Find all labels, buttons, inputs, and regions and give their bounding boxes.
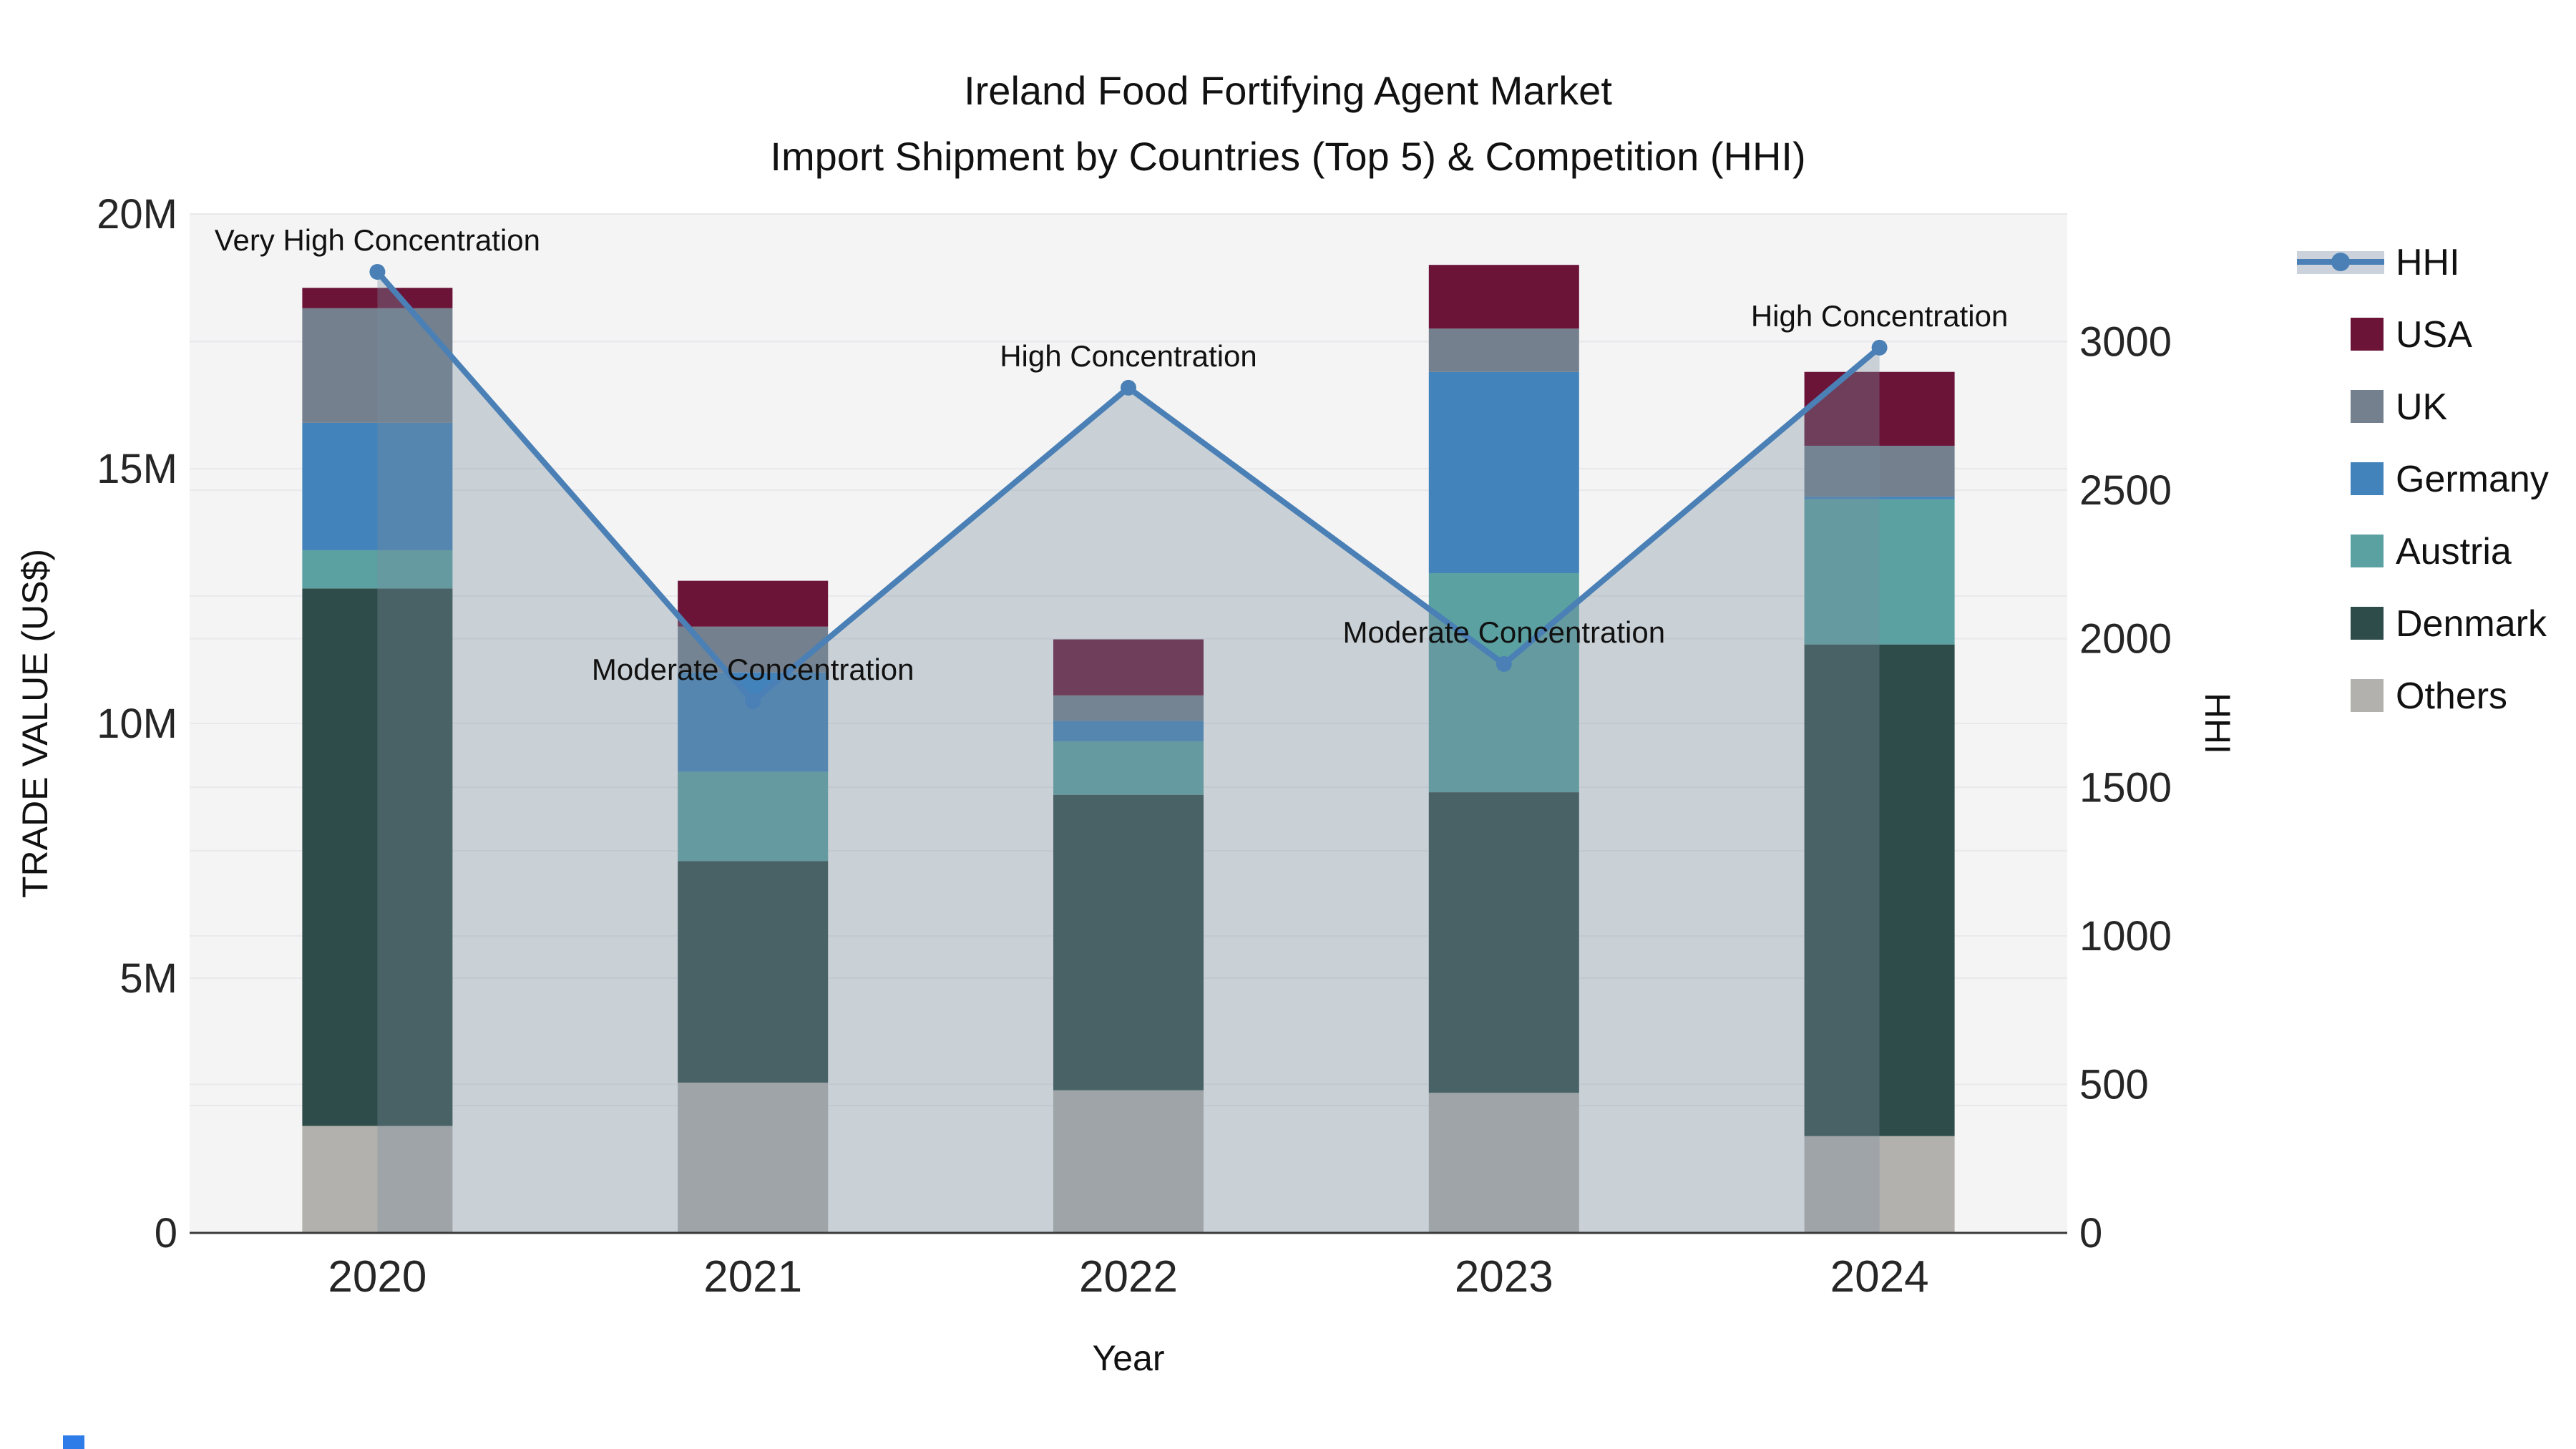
legend-swatch-uk	[2351, 390, 2384, 423]
legend-item-germany: Germany	[2351, 459, 2549, 500]
annotation-2023: Moderate Concentration	[1342, 615, 1665, 649]
legend-hhi-marker	[2331, 253, 2350, 271]
bar-segment-usa	[678, 580, 829, 627]
bar-segment-others	[678, 1082, 829, 1233]
legend-item-others: Others	[2351, 675, 2507, 717]
legend-swatch-denmark	[2351, 607, 2384, 640]
bar-segment-austria	[1428, 572, 1579, 793]
annotation-2022: High Concentration	[1000, 339, 1257, 373]
hhi-marker-2020	[369, 263, 386, 280]
bar-segment-uk	[678, 626, 829, 673]
left-tick-15M: 15M	[97, 446, 177, 492]
annotation-2024: High Concentration	[1751, 299, 2009, 333]
hhi-marker-2023	[1496, 655, 1512, 672]
x-tick-2022: 2022	[1079, 1252, 1178, 1302]
legend-label-usa: USA	[2396, 314, 2472, 356]
right-tick-2000: 2000	[2079, 616, 2172, 663]
hhi-area-fill	[377, 271, 1880, 1233]
bar-segment-uk	[1053, 695, 1204, 721]
legend-swatch-germany	[2351, 462, 2384, 495]
left-tick-0: 0	[155, 1210, 177, 1257]
left-tick-20M: 20M	[97, 191, 177, 238]
legend-item-hhi: HHI	[2297, 242, 2460, 283]
stacked-bars	[302, 265, 1955, 1233]
bar-segment-others	[302, 1126, 453, 1233]
hhi-line	[369, 263, 1888, 709]
bar-segment-germany	[1053, 721, 1204, 741]
bar-segment-austria	[302, 550, 453, 589]
bar-segment-usa	[1804, 371, 1955, 446]
bar-segment-germany	[302, 422, 453, 550]
bar-segment-austria	[1804, 499, 1955, 645]
legend-swatch-usa	[2351, 318, 2384, 351]
right-tick-500: 500	[2079, 1061, 2149, 1108]
bar-segment-denmark	[678, 861, 829, 1083]
x-axis-title: Year	[1092, 1338, 1164, 1378]
right-tick-1000: 1000	[2079, 913, 2172, 960]
bar-segment-uk	[1804, 445, 1955, 497]
right-tick-0: 0	[2079, 1210, 2102, 1257]
right-tick-2500: 2500	[2079, 467, 2172, 514]
bar-segment-others	[1428, 1093, 1579, 1233]
legend-label-germany: Germany	[2396, 459, 2549, 500]
legend-label-hhi: HHI	[2396, 242, 2460, 283]
bar-segment-denmark	[302, 588, 453, 1126]
bar-2024	[1804, 371, 1955, 1233]
right-tick-3000: 3000	[2079, 319, 2172, 366]
x-tick-2021: 2021	[703, 1252, 802, 1302]
tick-labels: 0 5M 10M 15M 20M 0 500 1000 1500 2000 2500 3000 2020…	[97, 191, 2172, 1302]
hhi-marker-2022	[1121, 379, 1136, 396]
bar-segment-germany	[1428, 371, 1579, 573]
left-tick-5M: 5M	[119, 955, 177, 1002]
bar-segment-austria	[1053, 741, 1204, 795]
legend-swatch-austria	[2351, 535, 2384, 567]
bar-segment-austria	[678, 771, 829, 862]
annotation-2020: Very High Concentration	[215, 223, 540, 257]
left-tick-10M: 10M	[97, 701, 177, 747]
hhi-marker-2021	[745, 693, 761, 709]
bar-segment-germany	[678, 672, 829, 772]
screenshot-artifact	[63, 1435, 84, 1449]
left-axis-title: TRADE VALUE (US$)	[15, 549, 55, 898]
legend: HHI USA UK Germany Austria Denmark Others	[2297, 242, 2549, 717]
bar-segment-usa	[1053, 639, 1204, 696]
x-tick-2024: 2024	[1830, 1252, 1929, 1302]
bar-2023	[1428, 265, 1579, 1233]
bar-segment-denmark	[1053, 794, 1204, 1091]
legend-label-austria: Austria	[2396, 531, 2512, 572]
bar-segment-denmark	[1804, 644, 1955, 1136]
right-tick-1500: 1500	[2079, 764, 2172, 811]
bar-2022	[1053, 639, 1204, 1233]
x-tick-2020: 2020	[328, 1252, 426, 1302]
annotations: Very High Concentration Moderate Concentr…	[215, 223, 2009, 686]
legend-item-austria: Austria	[2351, 531, 2512, 572]
right-axis-title: HHI	[2197, 693, 2238, 754]
bar-segment-usa	[302, 288, 453, 308]
legend-item-uk: UK	[2351, 386, 2448, 428]
bar-2021	[678, 580, 829, 1233]
legend-item-usa: USA	[2351, 314, 2472, 356]
legend-swatch-others	[2351, 679, 2384, 712]
chart-title-line2: Import Shipment by Countries (Top 5) & C…	[770, 134, 1805, 179]
bar-segment-denmark	[1428, 792, 1579, 1093]
annotation-2021: Moderate Concentration	[592, 653, 914, 686]
legend-label-denmark: Denmark	[2396, 603, 2547, 645]
bar-segment-others	[1804, 1136, 1955, 1233]
hhi-area	[377, 271, 1880, 1233]
bar-segment-others	[1053, 1090, 1204, 1233]
bar-2020	[302, 288, 453, 1233]
bar-segment-usa	[1428, 265, 1579, 329]
bar-segment-germany	[1804, 497, 1955, 499]
legend-label-others: Others	[2396, 675, 2507, 717]
bar-segment-uk	[1428, 328, 1579, 372]
x-tick-2023: 2023	[1455, 1252, 1553, 1302]
legend-item-denmark: Denmark	[2351, 603, 2547, 645]
chart-title-line1: Ireland Food Fortifying Agent Market	[964, 68, 1612, 113]
legend-label-uk: UK	[2396, 386, 2448, 428]
hhi-marker-2024	[1871, 339, 1888, 356]
